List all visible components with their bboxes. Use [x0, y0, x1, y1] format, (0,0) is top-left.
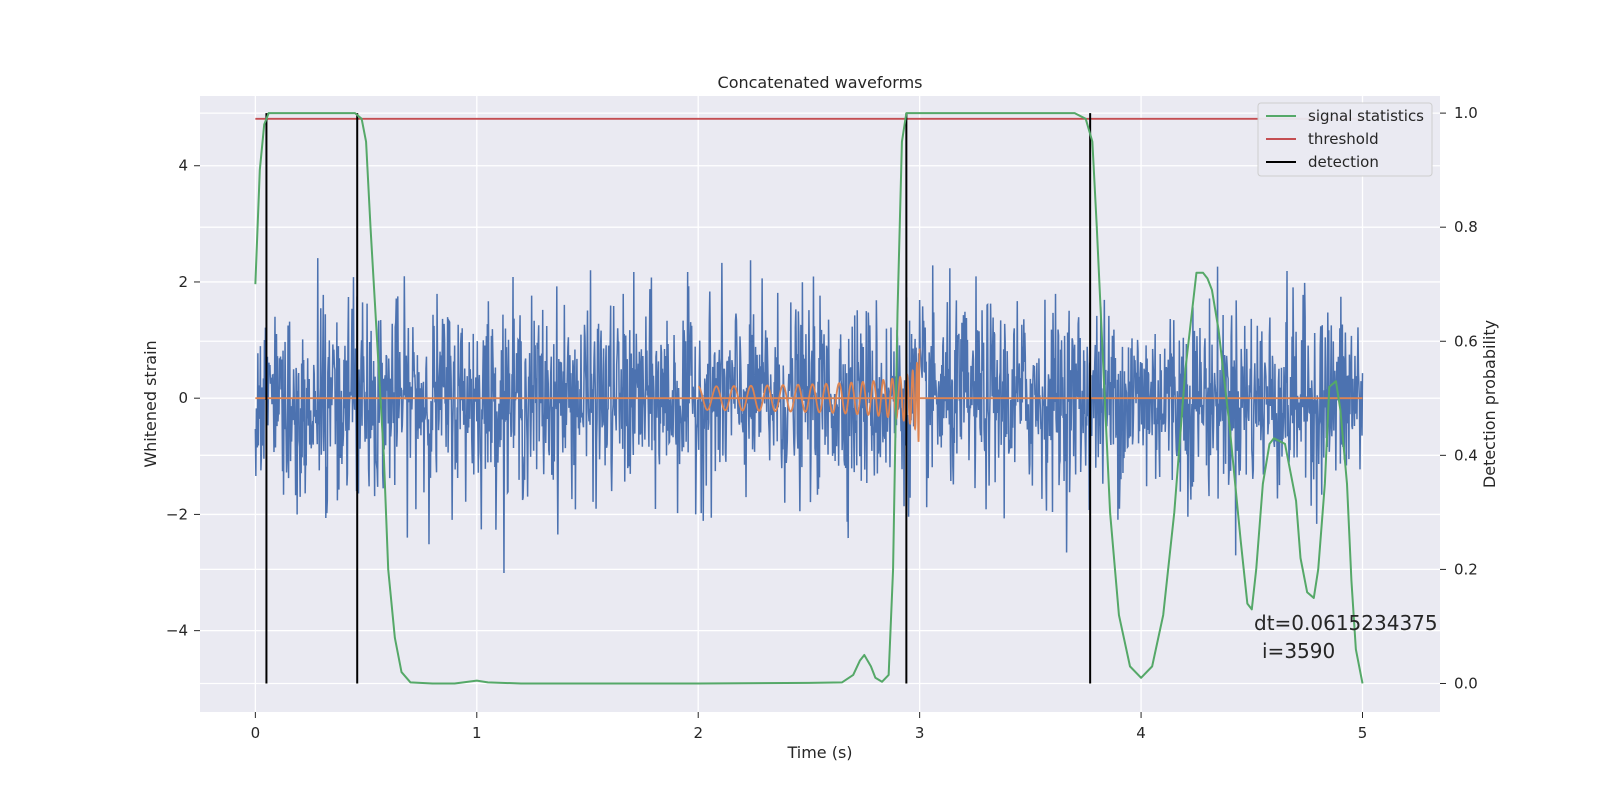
- y-tick-label: 0: [178, 389, 188, 407]
- signal-statistics-series: [254, 112, 1364, 685]
- y-axis-label: Whitened strain: [141, 340, 160, 467]
- y-tick-label: −2: [166, 505, 188, 523]
- y-tick-label: 4: [178, 157, 188, 175]
- annotation-dt: dt=0.0615234375: [1254, 611, 1438, 635]
- chart-title: Concatenated waveforms: [718, 73, 923, 92]
- x-tick-label: 1: [472, 724, 482, 742]
- template-series: [255, 348, 1363, 442]
- x-tick-label: 3: [915, 724, 925, 742]
- legend-box: [1257, 102, 1433, 177]
- x-tick-label: 5: [1358, 724, 1368, 742]
- x-tick-label: 4: [1136, 724, 1146, 742]
- y-right-tick-label: 0.2: [1454, 560, 1478, 578]
- annotation-i: i=3590: [1262, 639, 1335, 663]
- y-right-tick-label: 1.0: [1454, 104, 1478, 122]
- noise-line: [254, 258, 1364, 573]
- y-tick-label: −4: [166, 622, 188, 640]
- detection-series: [265, 113, 1092, 684]
- x-tick-label: 2: [693, 724, 703, 742]
- y-right-tick-label: 0.4: [1454, 446, 1478, 464]
- legend: signal statistics threshold detection: [1257, 102, 1433, 177]
- noise-series: [254, 258, 1364, 573]
- y-right-tick-label: 0.0: [1454, 674, 1478, 692]
- legend-label-threshold: threshold: [1308, 130, 1379, 148]
- x-axis-label: Time (s): [786, 743, 852, 762]
- ticks: 0 1 2 3 4 5 −4 −2 0 2 4 0.0 0.2 0.4 0.6 0.8 1.0: [166, 104, 1478, 742]
- legend-label-detection: detection: [1308, 153, 1379, 171]
- y-right-tick-label: 0.6: [1454, 332, 1478, 350]
- signal-statistics-line: [254, 112, 1364, 685]
- legend-label-signal-statistics: signal statistics: [1308, 107, 1424, 125]
- y-right-tick-label: 0.8: [1454, 218, 1478, 236]
- y-tick-label: 2: [178, 273, 188, 291]
- template-chirp-line: [698, 348, 921, 442]
- x-tick-label: 0: [251, 724, 261, 742]
- y-axis-right-label: Detection probability: [1480, 320, 1499, 488]
